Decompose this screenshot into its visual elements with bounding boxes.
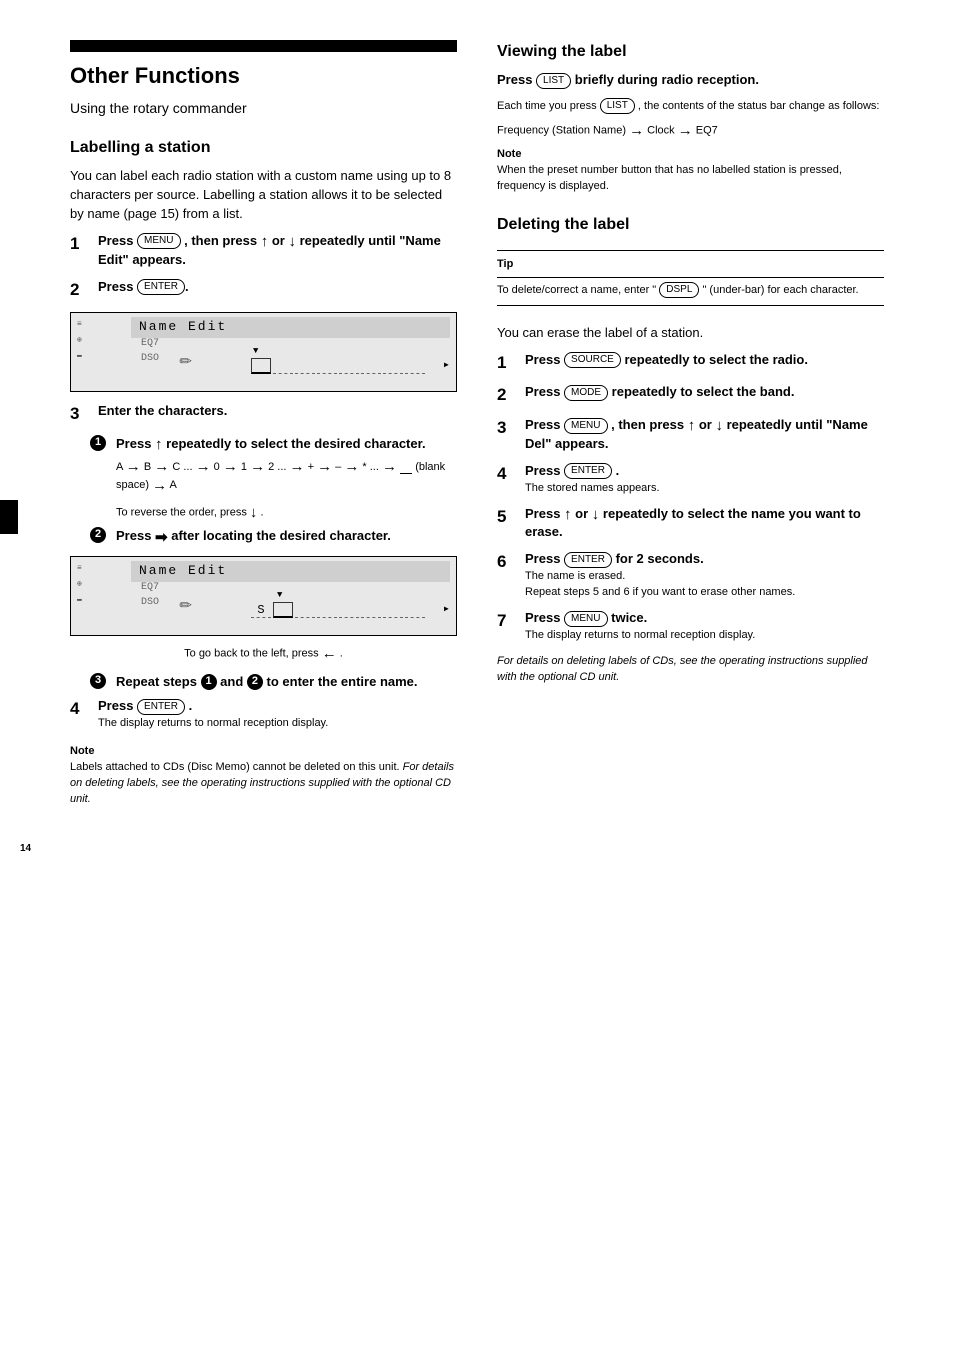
lcd-caret-2: ▼ bbox=[277, 589, 282, 602]
dstep-7: 7 bbox=[497, 609, 515, 644]
lcd-eq-row: EQ7 DSO bbox=[141, 337, 159, 366]
down-arrow-icon: ↓ bbox=[592, 507, 600, 522]
page-number: 14 bbox=[20, 842, 31, 857]
lcd-right-indicator-2: ▸ bbox=[443, 601, 450, 618]
viewing-note: Note When the preset number button that … bbox=[497, 147, 884, 195]
lcd-display-1: ≡ ⊕ ▬ Name Edit EQ7 DSO ✎ ▼ ▸ bbox=[70, 312, 457, 392]
lcd-right-indicator: ▸ bbox=[443, 357, 450, 374]
circle-2: 2 bbox=[90, 527, 106, 543]
dstep-4-body: Press ENTER . The stored names appears. bbox=[525, 462, 884, 497]
section-subtitle: Using the rotary commander bbox=[70, 98, 457, 118]
viewing-step: Press LIST briefly during radio receptio… bbox=[497, 71, 884, 90]
dstep-1: 1 bbox=[497, 351, 515, 376]
step-number-4: 4 bbox=[70, 697, 88, 732]
right-column: Viewing the label Press LIST briefly dur… bbox=[497, 40, 884, 808]
tip-box: Tip To delete/correct a name, enter " DS… bbox=[497, 250, 884, 306]
lcd-display-2: ≡ ⊕ ▬ Name Edit EQ7 DSO ✎ ▼ S ▸ bbox=[70, 556, 457, 636]
left-column: Other Functions Using the rotary command… bbox=[70, 40, 457, 808]
enter-button[interactable]: ENTER bbox=[137, 699, 185, 715]
sub1-body: Press ↑ repeatedly to select the desired… bbox=[116, 435, 457, 522]
viewing-heading: Viewing the label bbox=[497, 40, 884, 63]
right-arrow-icon: ➡ bbox=[155, 530, 168, 545]
mode-button[interactable]: MODE bbox=[564, 385, 608, 401]
lcd-title-2: Name Edit bbox=[131, 561, 450, 582]
label-station-heading: Labelling a station bbox=[70, 136, 457, 159]
menu-button[interactable]: MENU bbox=[137, 233, 180, 249]
dstep-6-body: Press ENTER for 2 seconds. The name is e… bbox=[525, 550, 884, 601]
left-arrow-icon: ← bbox=[322, 646, 337, 661]
lcd-char-row-2: ▼ S bbox=[251, 599, 436, 623]
down-arrow-icon: ↓ bbox=[288, 234, 296, 249]
dstep-5: 5 bbox=[497, 505, 515, 543]
circle-3: 3 bbox=[90, 673, 106, 689]
lcd-char-row: ▼ bbox=[251, 355, 436, 379]
step-1-body: Press MENU , then press ↑ or ↓ repeatedl… bbox=[98, 232, 457, 270]
source-button[interactable]: SOURCE bbox=[564, 352, 621, 368]
enter-button[interactable]: ENTER bbox=[564, 463, 612, 479]
lcd-left-icons-2: ≡ ⊕ ▬ bbox=[77, 563, 127, 629]
viewing-sequence: Frequency (Station Name) → Clock → EQ7 bbox=[497, 123, 884, 139]
step-number-2: 2 bbox=[70, 278, 88, 303]
erase-intro: You can erase the label of a station. bbox=[497, 324, 884, 343]
pencil-icon: ✎ bbox=[173, 349, 199, 375]
dspl-button[interactable]: DSPL bbox=[659, 282, 699, 298]
enter-button[interactable]: ENTER bbox=[564, 552, 612, 568]
italic-note: For details on deleting labels of CDs, s… bbox=[497, 654, 884, 686]
circle-1-ref: 1 bbox=[201, 674, 217, 690]
sub3-body: Repeat steps 1 and 2 to enter the entire… bbox=[116, 673, 457, 692]
char-sequence: A → B → C ... → 0 → 1 → 2 ... → + → – → … bbox=[116, 458, 457, 495]
dstep-2-body: Press MODE repeatedly to select the band… bbox=[525, 383, 884, 408]
reverse-note: To reverse the order, press ↓ . bbox=[116, 505, 457, 521]
note-label: Note bbox=[70, 744, 457, 760]
sub2-body: Press ➡ after locating the desired chara… bbox=[116, 527, 457, 546]
up-arrow-icon: ↑ bbox=[688, 418, 696, 433]
circle-1: 1 bbox=[90, 435, 106, 451]
step-3-body: Enter the characters. bbox=[98, 402, 457, 427]
lcd-eq-row-2: EQ7 DSO bbox=[141, 581, 159, 610]
deleting-heading: Deleting the label bbox=[497, 213, 884, 236]
edge-tab bbox=[0, 500, 18, 534]
back-note: To go back to the left, press ← . bbox=[70, 646, 457, 662]
label-intro: You can label each radio station with a … bbox=[70, 167, 457, 224]
list-button[interactable]: LIST bbox=[536, 73, 571, 89]
list-button[interactable]: LIST bbox=[600, 98, 635, 114]
step-2-body: Press ENTER. bbox=[98, 278, 457, 303]
step-number-3: 3 bbox=[70, 402, 88, 427]
dstep-6: 6 bbox=[497, 550, 515, 601]
lcd-left-icons: ≡ ⊕ ▬ bbox=[77, 319, 127, 385]
down-arrow-icon: ↓ bbox=[250, 505, 258, 520]
step-4-body: Press ENTER . The display returns to nor… bbox=[98, 697, 457, 732]
enter-button[interactable]: ENTER bbox=[137, 279, 185, 295]
up-arrow-icon: ↑ bbox=[564, 507, 572, 522]
viewing-each: Each time you press LIST , the contents … bbox=[497, 98, 884, 115]
menu-button[interactable]: MENU bbox=[564, 418, 607, 434]
display-returns: The display returns to normal reception … bbox=[98, 716, 457, 732]
lcd-caret: ▼ bbox=[253, 345, 258, 358]
up-arrow-icon: ↑ bbox=[261, 234, 269, 249]
dstep-7-body: Press MENU twice. The display returns to… bbox=[525, 609, 884, 644]
dstep-3-body: Press MENU , then press ↑ or ↓ repeatedl… bbox=[525, 416, 884, 454]
lcd-title: Name Edit bbox=[131, 317, 450, 338]
menu-button[interactable]: MENU bbox=[564, 611, 607, 627]
down-arrow-icon: ↓ bbox=[715, 418, 723, 433]
dstep-5-body: Press ↑ or ↓ repeatedly to select the na… bbox=[525, 505, 884, 543]
section-bar bbox=[70, 40, 457, 52]
circle-2-ref: 2 bbox=[247, 674, 263, 690]
pencil-icon-2: ✎ bbox=[173, 593, 199, 619]
section-heading: Other Functions bbox=[70, 60, 457, 92]
tip-body: To delete/correct a name, enter " DSPL "… bbox=[497, 277, 884, 299]
dstep-3: 3 bbox=[497, 416, 515, 454]
tip-label: Tip bbox=[497, 257, 884, 273]
dstep-1-body: Press SOURCE repeatedly to select the ra… bbox=[525, 351, 884, 376]
step-number-1: 1 bbox=[70, 232, 88, 270]
up-arrow-icon: ↑ bbox=[155, 437, 163, 452]
dstep-4: 4 bbox=[497, 462, 515, 497]
note-body: Labels attached to CDs (Disc Memo) canno… bbox=[70, 760, 457, 808]
dstep-2: 2 bbox=[497, 383, 515, 408]
